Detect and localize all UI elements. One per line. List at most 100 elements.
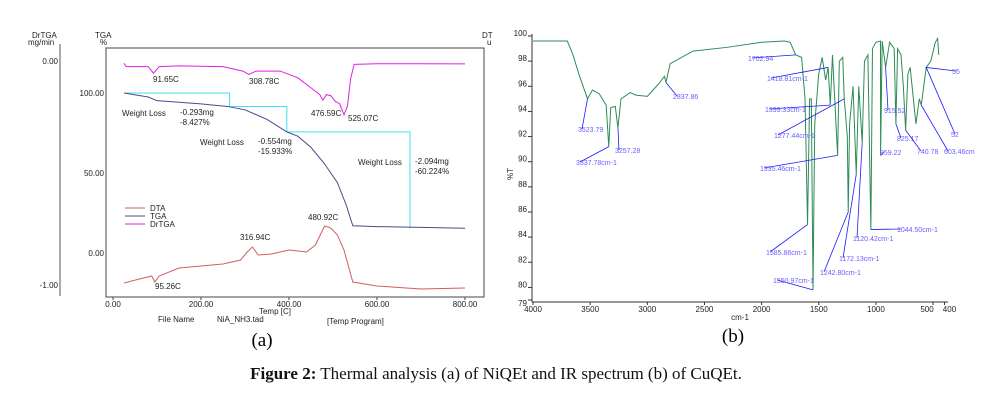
x-tick-label: 0.00 bbox=[105, 300, 121, 309]
thermal-analysis-chart: DrTGA mg/min TGA % DT u 0.00 -1.00 100.0… bbox=[28, 31, 493, 351]
panel-label-b: (b) bbox=[722, 326, 744, 347]
legend-label: DrTGA bbox=[150, 220, 176, 229]
peak-label: 1172.13cm-1 bbox=[839, 256, 879, 263]
weight-loss-label: Weight Loss bbox=[358, 158, 402, 167]
x-tick-label: 3500 bbox=[581, 305, 599, 314]
peak-leader-line bbox=[579, 146, 609, 163]
peak-label: 1585.86cm-1 bbox=[766, 250, 807, 257]
peak-label: 1418.81cm-1 bbox=[767, 76, 808, 83]
y-tick-label: 80 bbox=[518, 280, 527, 289]
peak-leader-line bbox=[665, 82, 678, 97]
x-tick-label: 600.00 bbox=[365, 300, 390, 309]
x-tick-label: 4000 bbox=[524, 305, 542, 314]
peak-label: 95.26C bbox=[155, 282, 181, 291]
x-tick-label: 200.00 bbox=[189, 300, 214, 309]
peak-label: 91.65C bbox=[153, 75, 179, 84]
y-tick-label: 100 bbox=[514, 29, 528, 38]
drtga-axis-unit: mg/min bbox=[28, 38, 54, 47]
weight-loss-pct: -8.427% bbox=[180, 118, 210, 127]
x-tick-label: 2500 bbox=[696, 305, 714, 314]
peak-leader-line bbox=[856, 142, 863, 239]
legend-label: TGA bbox=[150, 212, 167, 221]
x-tick-label: 500 bbox=[920, 305, 934, 314]
peak-label: 1120.42cm-1 bbox=[853, 236, 893, 243]
caption-label: Figure 2: bbox=[250, 364, 317, 383]
y-tick-label: 88 bbox=[518, 180, 527, 189]
weight-loss-mg: -2.094mg bbox=[415, 157, 449, 166]
peak-leader-line bbox=[823, 211, 849, 273]
peak-label: 915.52 bbox=[884, 108, 906, 115]
peak-label: 1277.44cm-1 bbox=[774, 133, 815, 140]
peak-label: 1399.33cm-1 bbox=[765, 107, 806, 114]
peak-leader-line bbox=[776, 279, 814, 291]
peak-leader-line bbox=[842, 174, 857, 259]
temp-program-label: [Temp Program] bbox=[327, 317, 384, 326]
peak-label: 308.78C bbox=[249, 77, 279, 86]
tga-axis-title: TGA bbox=[95, 31, 112, 40]
peak-label: 316.94C bbox=[240, 233, 270, 242]
x-tick-label: 1500 bbox=[810, 305, 828, 314]
caption-text: Thermal analysis (a) of NiQEt and IR spe… bbox=[316, 364, 742, 383]
legend: DTA TGA DrTGA bbox=[125, 204, 176, 229]
figure-caption: Figure 2: Thermal analysis (a) of NiQEt … bbox=[0, 364, 992, 384]
peak-leader-line bbox=[777, 98, 845, 136]
peak-label: 525.07C bbox=[348, 114, 378, 123]
peak-label: 603.46cm bbox=[944, 149, 975, 156]
file-name-label: File Name bbox=[158, 315, 195, 324]
y-tick-label: 94 bbox=[518, 104, 527, 113]
series-dta bbox=[123, 225, 466, 290]
tga-tick-label: 0.00 bbox=[88, 249, 104, 258]
peak-label: 1550.97cm-1 bbox=[773, 278, 814, 285]
peak-leader-line bbox=[870, 228, 902, 230]
peak-leader-line bbox=[925, 67, 956, 135]
panel-label-a: (a) bbox=[251, 330, 272, 351]
peak-label: 55 bbox=[952, 69, 960, 76]
x-tick-label: 800.00 bbox=[453, 300, 478, 309]
tga-tick-label: 50.00 bbox=[84, 169, 105, 178]
peak-label: 959.22 bbox=[880, 150, 902, 157]
weight-loss-pct: -60.224% bbox=[415, 167, 449, 176]
peak-label: 1044.50cm-1 bbox=[897, 227, 938, 234]
peak-label: 3523.79 bbox=[578, 127, 603, 134]
peak-label: 825.17 bbox=[897, 136, 919, 143]
weight-loss-mg: -0.293mg bbox=[180, 108, 214, 117]
weight-loss-mg: -0.554mg bbox=[258, 137, 292, 146]
ir-spectrum-chart: 4000 3500 3000 2500 2000 1500 1000 500 400 100 98 9… bbox=[506, 29, 975, 347]
x-axis-label: Temp [C] bbox=[259, 307, 291, 316]
peak-label: 3337.78cm-1 bbox=[576, 160, 617, 167]
peak-label: 476.59C bbox=[311, 109, 341, 118]
x-tick-label: 400.00 bbox=[277, 300, 302, 309]
peak-leader-line bbox=[880, 151, 885, 156]
y-tick-label: 96 bbox=[518, 79, 527, 88]
peak-label: 2837.86 bbox=[673, 94, 698, 101]
weight-loss-label: Weight Loss bbox=[122, 109, 166, 118]
peak-label: 740.78 bbox=[917, 149, 939, 156]
peak-leader-line bbox=[770, 67, 829, 79]
plot-frame bbox=[105, 47, 485, 298]
peak-label: 1335.46cm-1 bbox=[760, 166, 801, 173]
y-tick-label: 92 bbox=[518, 130, 527, 139]
series-ir bbox=[533, 36, 940, 290]
drtga-axis-title: DrTGA bbox=[32, 31, 58, 40]
peak-leader-line bbox=[763, 155, 838, 169]
drtga-tick-label: 0.00 bbox=[42, 57, 58, 66]
y-tick-label: 84 bbox=[518, 230, 527, 239]
y-tick-label: 90 bbox=[518, 155, 527, 164]
weight-loss-steps bbox=[124, 92, 411, 229]
x-axis-label: cm-1 bbox=[731, 313, 749, 322]
file-name-value: NiA_NH3.tad bbox=[217, 315, 264, 324]
series-drtga bbox=[123, 62, 466, 117]
tga-axis-unit: % bbox=[100, 38, 107, 47]
x-tick-label: 2000 bbox=[753, 305, 771, 314]
peak-leader-line bbox=[768, 104, 831, 110]
peak-label: 1702.94 bbox=[748, 56, 773, 63]
peak-leader-line bbox=[905, 130, 922, 152]
peak-label: 1242.80cm-1 bbox=[820, 270, 861, 277]
drtga-tick-label: -1.00 bbox=[40, 281, 59, 290]
peak-leader-line bbox=[920, 104, 949, 152]
y-tick-label: 86 bbox=[518, 205, 527, 214]
tga-tick-label: 100.00 bbox=[80, 89, 105, 98]
series-tga bbox=[123, 92, 466, 229]
peak-leader-line bbox=[769, 224, 808, 253]
